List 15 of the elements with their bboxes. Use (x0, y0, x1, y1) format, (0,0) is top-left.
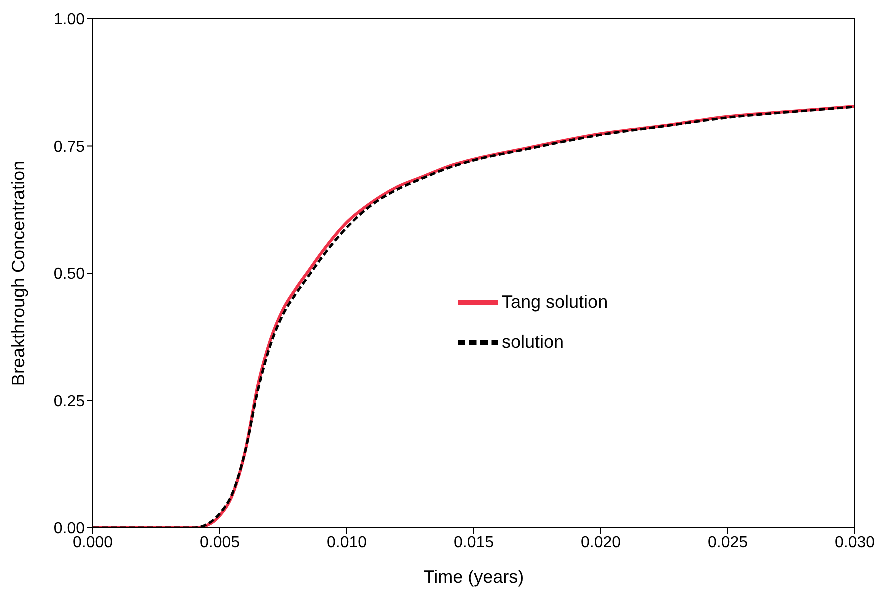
x-tick-label: 0.010 (326, 534, 368, 552)
y-tick-label: 0.50 (54, 266, 86, 284)
y-tick-label: 0.25 (54, 393, 86, 410)
x-tick-label: 0.005 (200, 534, 240, 552)
legend-label: Tang solution (502, 292, 608, 312)
legend-label: solution (502, 332, 564, 352)
x-tick-label: 0.020 (580, 534, 622, 552)
x-axis-title: Time (years) (424, 567, 524, 587)
x-tick-label: 0.015 (454, 534, 494, 552)
x-tick-label: 0.025 (708, 534, 748, 552)
y-tick-label: 0.75 (54, 138, 86, 156)
y-tick-label: 1.00 (54, 12, 86, 29)
y-axis-title: Breakthrough Concentration (8, 160, 28, 386)
x-tick-label: 0.000 (72, 534, 114, 552)
x-tick-label: 0.030 (834, 534, 876, 552)
